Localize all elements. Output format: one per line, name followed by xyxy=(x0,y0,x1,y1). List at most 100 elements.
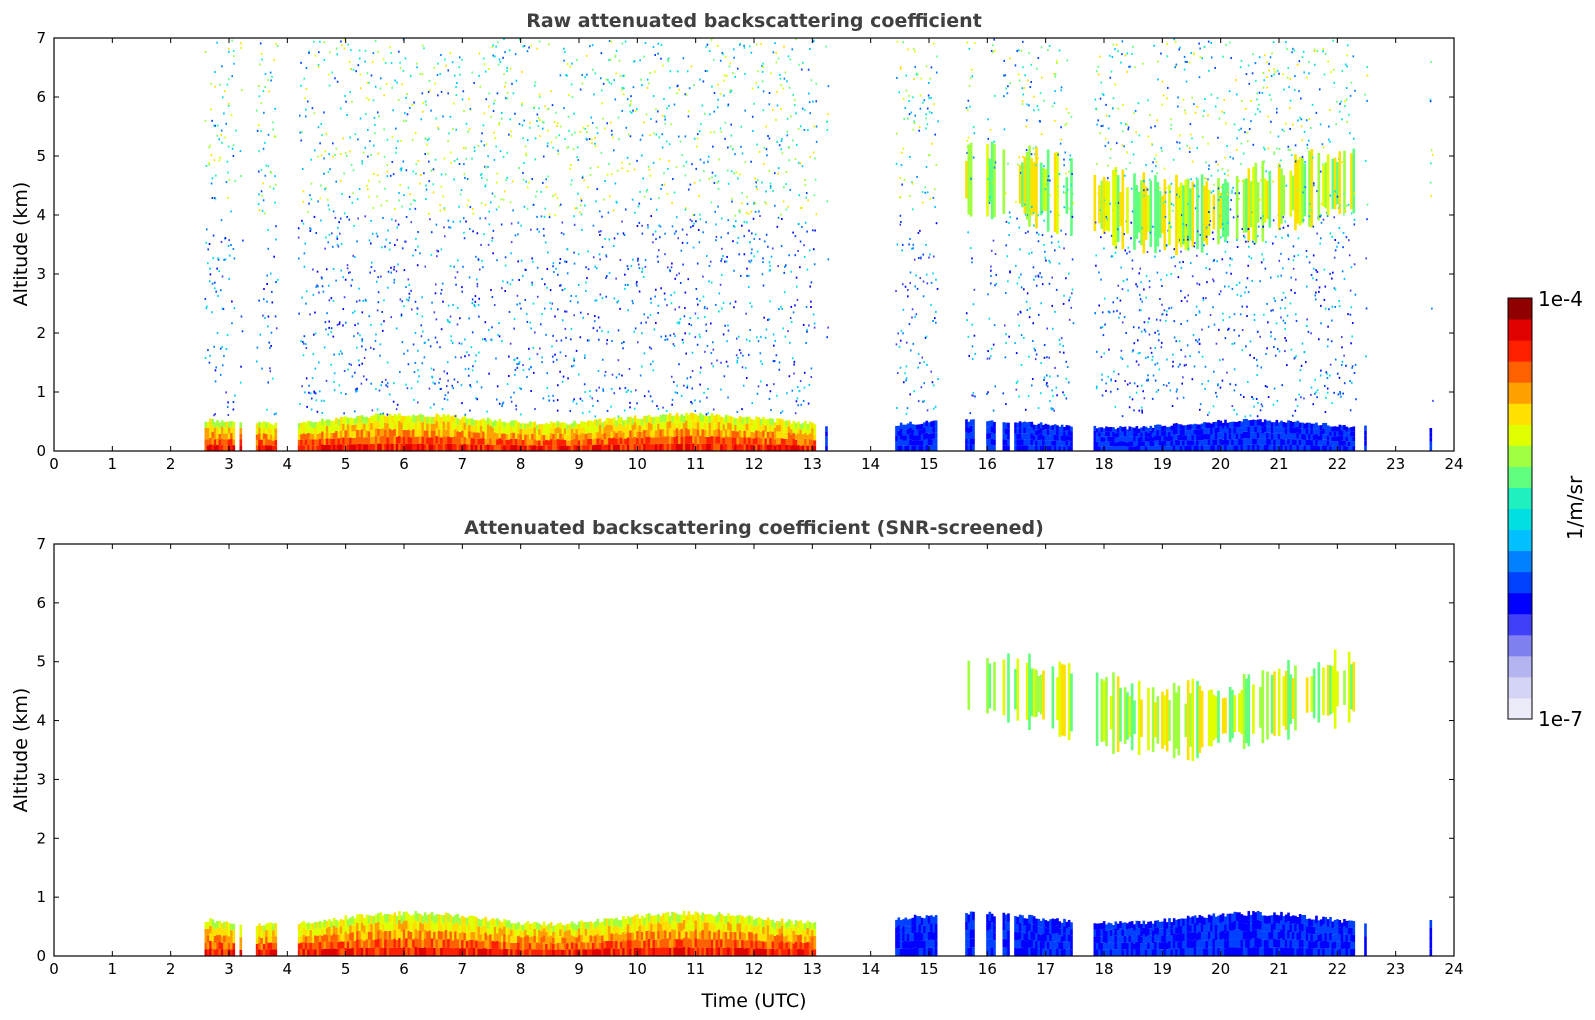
raw-noise-dot xyxy=(776,90,779,93)
raw-noise-dot xyxy=(350,284,352,287)
raw-noise-dot xyxy=(1040,276,1043,279)
raw-layer-cell xyxy=(1051,430,1055,436)
raw-layer-cell xyxy=(608,431,611,438)
raw-layer-cell xyxy=(524,440,527,446)
raw-noise-dot xyxy=(386,286,389,289)
raw-layer-cell xyxy=(624,432,628,439)
raw-layer-cell xyxy=(1023,433,1027,440)
raw-noise-dot xyxy=(712,145,714,148)
raw-noise-dot xyxy=(314,392,317,395)
raw-noise-dot xyxy=(971,345,974,348)
raw-noise-dot xyxy=(580,311,582,314)
raw-noise-dot xyxy=(386,138,389,141)
raw-noise-dot xyxy=(673,332,675,335)
raw-noise-dot xyxy=(896,243,899,246)
raw-noise-dot xyxy=(394,79,396,82)
raw-noise-dot xyxy=(647,316,649,319)
raw-layer-cell xyxy=(444,415,448,423)
raw-layer-cell xyxy=(269,434,273,441)
raw-noise-dot xyxy=(934,206,936,209)
raw-noise-dot xyxy=(385,384,387,387)
raw-noise-dot xyxy=(510,135,513,138)
raw-noise-dot xyxy=(211,119,213,122)
raw-layer-cell xyxy=(587,420,590,427)
raw-layer-cell xyxy=(986,433,989,440)
raw-layer-cell xyxy=(414,436,418,444)
raw-noise-dot xyxy=(335,279,337,282)
raw-layer-cell xyxy=(911,434,915,441)
raw-noise-dot xyxy=(314,332,317,335)
raw-noise-dot xyxy=(780,245,783,248)
raw-layer-cell xyxy=(911,429,915,435)
raw-layer-cell xyxy=(930,421,933,428)
raw-layer-cell xyxy=(269,445,273,451)
raw-layer-cell xyxy=(302,427,306,434)
raw-noise-dot xyxy=(729,88,732,91)
raw-noise-dot xyxy=(769,185,772,188)
raw-layer-cell xyxy=(526,423,530,429)
raw-layer-cell xyxy=(1156,440,1160,446)
raw-noise-dot xyxy=(308,51,310,54)
raw-noise-dot xyxy=(708,177,711,180)
raw-noise-dot xyxy=(1122,103,1124,106)
raw-noise-dot xyxy=(240,46,242,49)
raw-noise-dot xyxy=(621,161,623,164)
raw-layer-cell xyxy=(444,443,448,451)
raw-layer-cell xyxy=(1144,426,1148,432)
raw-noise-dot xyxy=(1120,61,1122,64)
raw-noise-dot xyxy=(269,347,271,350)
raw-layer-cell xyxy=(762,437,765,445)
raw-noise-dot xyxy=(701,104,704,107)
raw-layer-cell xyxy=(708,436,712,444)
raw-noise-dot xyxy=(789,341,791,344)
raw-noise-dot xyxy=(1048,259,1051,262)
raw-layer-cell xyxy=(409,423,413,431)
raw-layer-cell xyxy=(395,422,399,430)
raw-layer-cell xyxy=(430,437,434,445)
raw-layer-cell xyxy=(255,434,259,440)
raw-noise-dot xyxy=(386,175,389,178)
raw-noise-dot xyxy=(571,365,573,368)
raw-layer-cell xyxy=(456,418,460,425)
raw-noise-dot xyxy=(1057,240,1060,243)
raw-layer-cell xyxy=(204,421,208,428)
raw-layer-cell xyxy=(1028,427,1031,434)
raw-noise-dot xyxy=(522,274,524,277)
raw-layer-cell xyxy=(577,434,581,441)
raw-layer-cell xyxy=(1030,439,1034,446)
raw-noise-dot xyxy=(1130,140,1133,143)
raw-noise-dot xyxy=(221,275,224,278)
raw-noise-dot xyxy=(522,178,525,181)
raw-noise-dot xyxy=(333,372,336,375)
raw-noise-dot xyxy=(654,230,657,233)
raw-noise-dot xyxy=(698,213,701,216)
raw-noise-dot xyxy=(325,132,328,135)
raw-noise-dot xyxy=(1130,237,1132,240)
raw-noise-dot xyxy=(815,125,818,128)
raw-layer-cell xyxy=(1044,434,1048,441)
raw-noise-dot xyxy=(232,401,235,404)
raw-noise-dot xyxy=(785,171,788,174)
raw-layer-cell xyxy=(216,444,219,451)
raw-noise-dot xyxy=(793,372,795,375)
raw-layer-cell xyxy=(407,436,411,444)
raw-layer-cell xyxy=(598,431,602,439)
raw-layer-cell xyxy=(685,412,688,421)
raw-noise-dot xyxy=(377,291,380,294)
raw-noise-dot xyxy=(275,412,277,415)
raw-layer-cell xyxy=(584,445,588,451)
raw-noise-dot xyxy=(409,208,411,211)
raw-layer-cell xyxy=(1056,435,1059,441)
raw-noise-dot xyxy=(567,146,570,149)
raw-noise-dot xyxy=(730,89,733,92)
raw-layer-cell xyxy=(402,429,406,437)
raw-noise-dot xyxy=(974,395,976,398)
raw-layer-cell xyxy=(272,430,275,436)
raw-noise-dot xyxy=(421,362,424,365)
raw-noise-dot xyxy=(986,357,989,360)
raw-noise-dot xyxy=(420,118,423,121)
raw-noise-dot xyxy=(1116,297,1119,300)
raw-noise-dot xyxy=(214,124,217,127)
raw-layer-cell xyxy=(374,413,378,421)
raw-noise-dot xyxy=(714,210,716,213)
